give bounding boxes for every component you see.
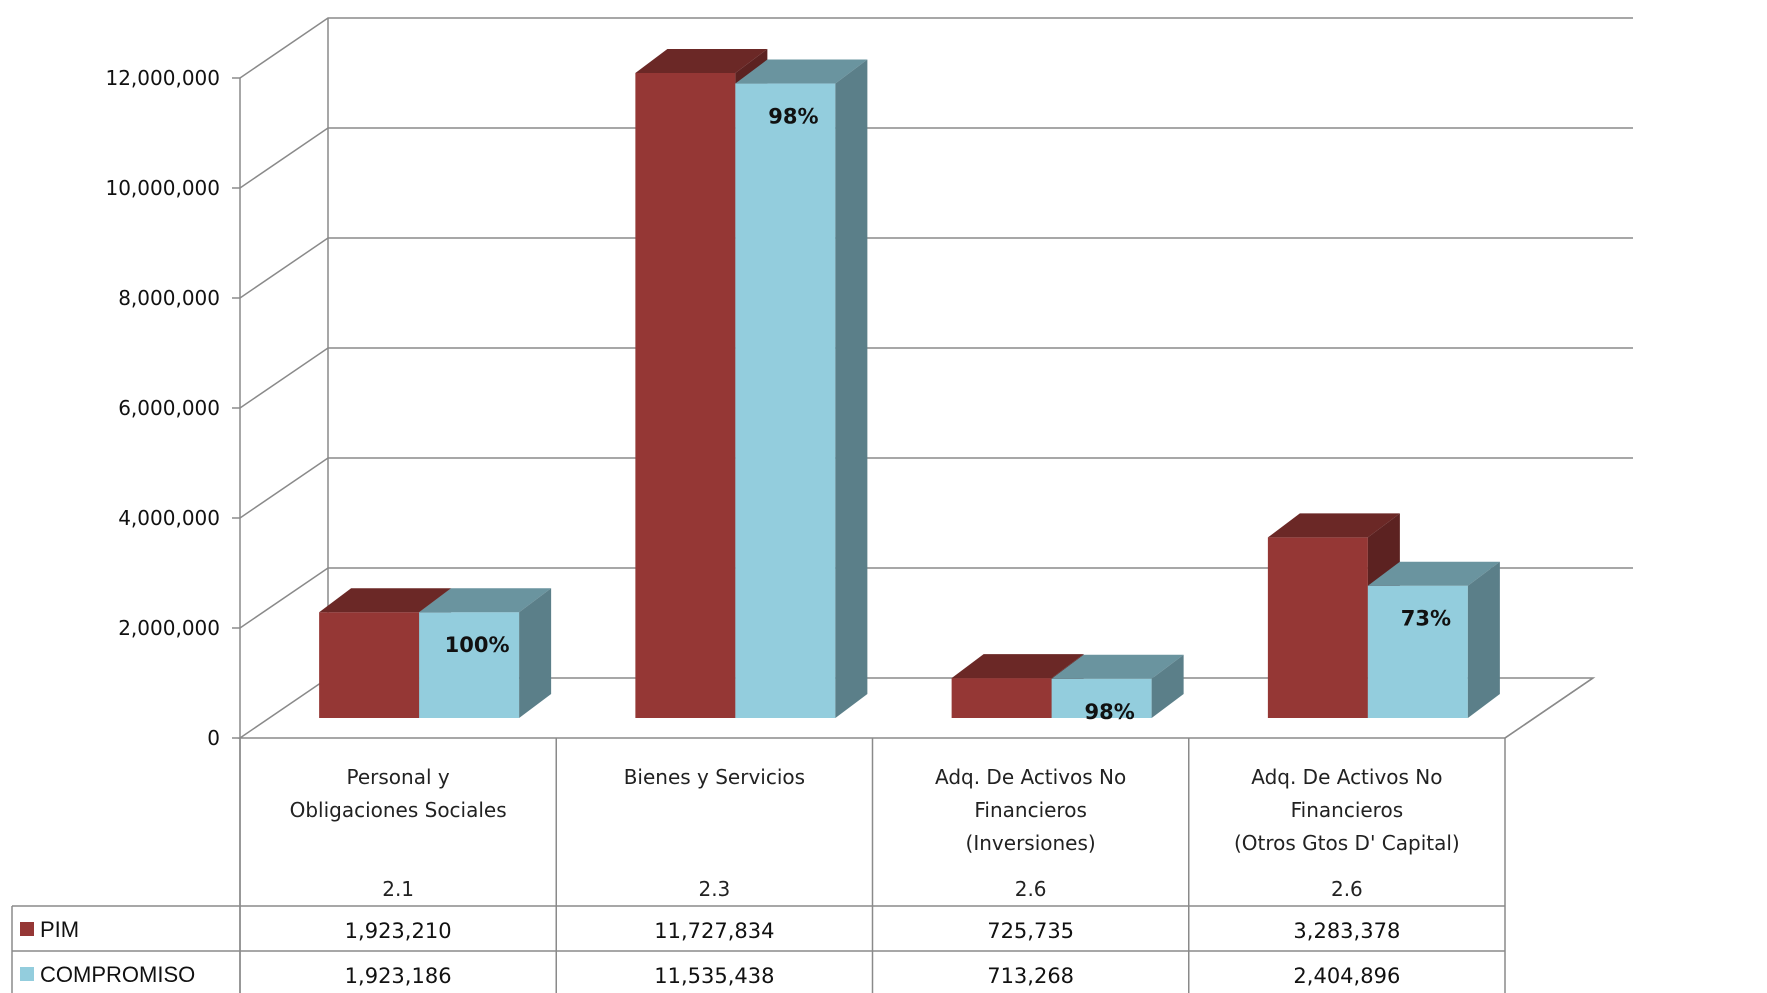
category-label: Personal y [347, 765, 450, 789]
category-code: 2.1 [382, 877, 414, 901]
category-label: Obligaciones Sociales [290, 798, 507, 822]
bar-front [419, 612, 520, 718]
bar-top [419, 588, 552, 613]
y-tick-label: 8,000,000 [118, 286, 220, 310]
bar-compromiso-2: 98% [735, 59, 868, 719]
table-cell-pim: 1,923,210 [345, 919, 452, 943]
table-cell-pim: 11,727,834 [654, 919, 774, 943]
category-label: (Inversiones) [966, 831, 1096, 855]
bar-front [1267, 537, 1368, 718]
legend-key-pim [20, 922, 34, 936]
bar-front [319, 612, 420, 718]
bar-front [1051, 678, 1152, 718]
bar-top [1367, 561, 1500, 586]
y-tick-label: 4,000,000 [118, 506, 220, 530]
gridline [239, 457, 1633, 519]
grid [237, 17, 1633, 739]
bar-side [835, 59, 868, 719]
bar-annotation: 98% [1084, 700, 1134, 724]
bar-annotation: 98% [768, 105, 818, 129]
y-tick-label: 10,000,000 [105, 176, 220, 200]
table-cell-compromiso: 11,535,438 [654, 964, 774, 988]
category-label: Bienes y Servicios [624, 765, 805, 789]
category-code: 2.6 [1331, 877, 1363, 901]
category-label: Adq. De Activos No [1251, 765, 1442, 789]
y-tick-label: 6,000,000 [118, 396, 220, 420]
gridline [239, 347, 1633, 409]
value-axis: 0 2,000,000 4,000,000 6,000,000 8,000,000 10,… [105, 66, 240, 750]
floor-edge [1504, 677, 1594, 739]
legend-key-compromiso [20, 967, 34, 981]
bars: 100% 98% 98% 73% [319, 48, 1500, 724]
y-tick-label: 2,000,000 [118, 616, 220, 640]
bar-top [1051, 654, 1184, 679]
bar-top [319, 588, 452, 613]
y-tick-label: 0 [207, 726, 220, 750]
y-tick-label: 12,000,000 [105, 66, 220, 90]
category-label: Financieros [1291, 798, 1404, 822]
bar-compromiso-3: 98% [1051, 654, 1184, 724]
data-table: Personal y Obligaciones Sociales 2.1 1,923,… [11, 677, 1594, 993]
table-cell-compromiso: 2,404,896 [1293, 964, 1400, 988]
bar-front [951, 678, 1052, 718]
bar-top [735, 59, 868, 84]
legend-label-compromiso: COMPROMISO [40, 962, 195, 987]
gridline [239, 127, 1633, 189]
legend-label-pim: PIM [40, 917, 79, 942]
table-cell-compromiso: 713,268 [987, 964, 1074, 988]
table-cell-compromiso: 1,923,186 [345, 964, 452, 988]
gridline [239, 17, 1633, 79]
bar-side [1151, 654, 1184, 718]
category-code: 2.6 [1015, 877, 1047, 901]
bar-annotation: 73% [1401, 607, 1451, 631]
bar-pim-4 [1267, 513, 1400, 718]
category-label: Adq. De Activos No [935, 765, 1126, 789]
bar-annotation: 100% [445, 633, 510, 657]
table-cell-pim: 725,735 [987, 919, 1074, 943]
bar-top [951, 654, 1084, 679]
bar-front [1367, 585, 1468, 718]
category-code: 2.3 [698, 877, 730, 901]
category-label: (Otros Gtos D' Capital) [1234, 831, 1460, 855]
bar-compromiso-1: 100% [419, 588, 552, 718]
gridline [239, 237, 1633, 299]
bar-top [635, 48, 768, 73]
gridline [239, 567, 1633, 629]
bar-top [1267, 513, 1400, 538]
bar-front [735, 83, 836, 719]
bar-compromiso-4: 73% [1367, 561, 1500, 718]
table-cell-pim: 3,283,378 [1293, 919, 1400, 943]
category-label: Financieros [974, 798, 1087, 822]
bar-side [519, 588, 552, 718]
bar-side [1467, 561, 1500, 718]
bar-front [635, 72, 736, 719]
